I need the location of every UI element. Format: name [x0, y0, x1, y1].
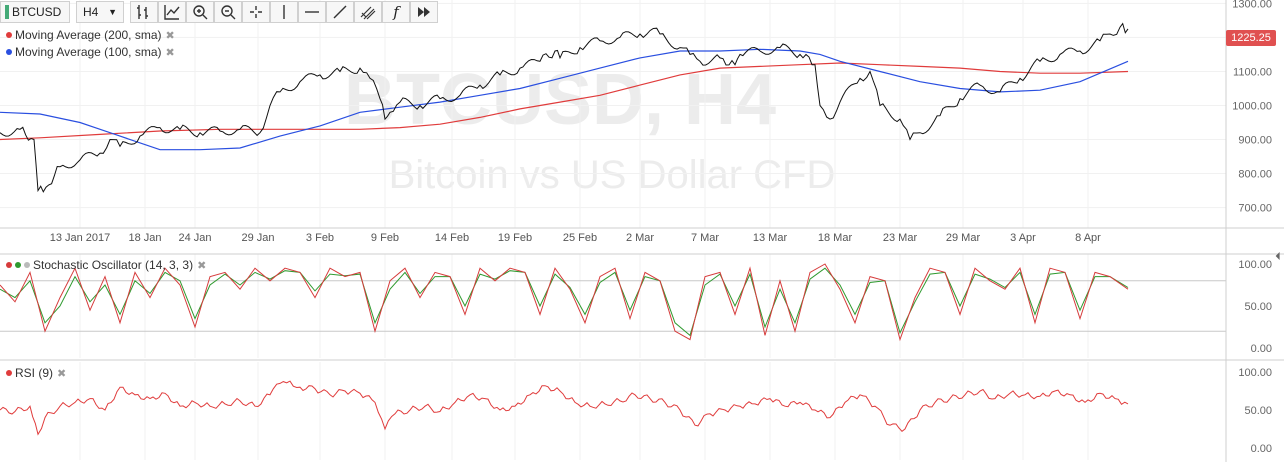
legend-ma200[interactable]: Moving Average (200, sma) ✖: [6, 28, 175, 42]
crosshair-icon[interactable]: [242, 1, 270, 23]
stoch-d-line: [0, 267, 1129, 337]
price-axis[interactable]: 700.00800.00900.001000.001100.001200.001…: [1232, 0, 1281, 455]
y-tick-label: 1100.00: [1233, 66, 1272, 78]
stochastic-label: Stochastic Oscillator (14, 3, 3): [33, 258, 194, 272]
fast-forward-icon[interactable]: [410, 1, 438, 23]
x-tick-label: 18 Mar: [818, 232, 853, 244]
stoch-levels-color-dot: [24, 262, 30, 268]
watermark-subtitle: Bitcoin vs US Dollar CFD: [389, 153, 836, 197]
y-tick-label: 900.00: [1238, 135, 1272, 147]
vertical-line-icon[interactable]: [270, 1, 298, 23]
chevron-down-icon: ▼: [108, 7, 117, 17]
watermark: BTCUSD, H4 Bitcoin vs US Dollar CFD: [344, 60, 835, 197]
x-tick-label: 19 Feb: [498, 232, 532, 244]
symbol-label: BTCUSD: [12, 5, 62, 19]
x-tick-label: 18 Jan: [128, 232, 161, 244]
symbol-chip-icon: [5, 5, 9, 19]
x-tick-label: 9 Feb: [371, 232, 399, 244]
close-icon[interactable]: ✖: [57, 367, 67, 380]
symbol-selector[interactable]: BTCUSD: [0, 1, 70, 23]
close-icon[interactable]: ✖: [165, 46, 175, 59]
y-tick-label: 800.00: [1238, 169, 1272, 181]
function-icon[interactable]: f: [382, 1, 410, 23]
rsi-color-dot: [6, 370, 12, 376]
toolbar: BTCUSD H4 ▼ f: [0, 0, 438, 24]
horizontal-line-icon[interactable]: [298, 1, 326, 23]
x-tick-label: 29 Jan: [241, 232, 274, 244]
rsi-y-tick-label: 100.00: [1238, 367, 1272, 379]
bar-style-icon[interactable]: [130, 1, 158, 23]
time-axis[interactable]: 13 Jan 2017 18 Jan 24 Jan 29 Jan 3 Feb 9 Feb 1…: [50, 232, 1101, 244]
rsi-y-tick-label: 0.00: [1251, 443, 1272, 455]
grid: [0, 0, 1226, 460]
price-line: [0, 22, 1129, 193]
ma100-label: Moving Average (100, sma): [15, 45, 162, 59]
x-tick-label: 29 Mar: [946, 232, 981, 244]
last-price-badge: 1225.25: [1226, 30, 1276, 46]
zoom-out-icon[interactable]: [214, 1, 242, 23]
y-tick-label: 1300.00: [1232, 0, 1272, 10]
legend-ma100[interactable]: Moving Average (100, sma) ✖: [6, 45, 175, 59]
rsi-line: [0, 380, 1129, 436]
watermark-title: BTCUSD, H4: [344, 60, 776, 140]
legend-rsi[interactable]: RSI (9) ✖: [6, 366, 66, 380]
stoch-k-line: [0, 263, 1129, 342]
close-icon[interactable]: ✖: [165, 29, 175, 42]
interval-label: H4: [83, 5, 99, 19]
x-tick-label: 13 Jan 2017: [50, 232, 111, 244]
ma100-line: [0, 48, 1129, 151]
rsi-y-tick-label: 50.00: [1244, 405, 1272, 417]
x-tick-label: 25 Feb: [563, 232, 597, 244]
legend-stochastic[interactable]: Stochastic Oscillator (14, 3, 3) ✖: [6, 258, 206, 272]
x-tick-label: 23 Mar: [883, 232, 918, 244]
ma200-color-dot: [6, 32, 12, 38]
trend-line-icon[interactable]: [326, 1, 354, 23]
pitchfork-icon[interactable]: [354, 1, 382, 23]
y-tick-label: 700.00: [1238, 203, 1272, 215]
stoch-y-tick-label: 100.00: [1238, 259, 1272, 271]
zoom-in-icon[interactable]: [186, 1, 214, 23]
x-tick-label: 2 Mar: [626, 232, 654, 244]
stoch-y-tick-label: 0.00: [1251, 343, 1272, 355]
x-tick-label: 13 Mar: [753, 232, 788, 244]
stoch-y-tick-label: 50.00: [1244, 301, 1272, 313]
close-icon[interactable]: ✖: [197, 259, 207, 272]
interval-selector[interactable]: H4 ▼: [76, 1, 124, 23]
series-layer: [0, 22, 1129, 436]
rsi-label: RSI (9): [15, 366, 54, 380]
ma100-color-dot: [6, 49, 12, 55]
x-tick-label: 3 Apr: [1010, 232, 1036, 244]
stoch-k-color-dot: [6, 262, 12, 268]
collapse-arrow-icon[interactable]: ⏴: [1275, 251, 1281, 263]
x-tick-label: 24 Jan: [178, 232, 211, 244]
y-tick-label: 1000.00: [1232, 100, 1272, 112]
x-tick-label: 7 Mar: [691, 232, 719, 244]
ma200-label: Moving Average (200, sma): [15, 28, 162, 42]
indicators-icon[interactable]: [158, 1, 186, 23]
stoch-d-color-dot: [15, 262, 21, 268]
x-tick-label: 14 Feb: [435, 232, 469, 244]
x-tick-label: 3 Feb: [306, 232, 334, 244]
x-tick-label: 8 Apr: [1075, 232, 1101, 244]
